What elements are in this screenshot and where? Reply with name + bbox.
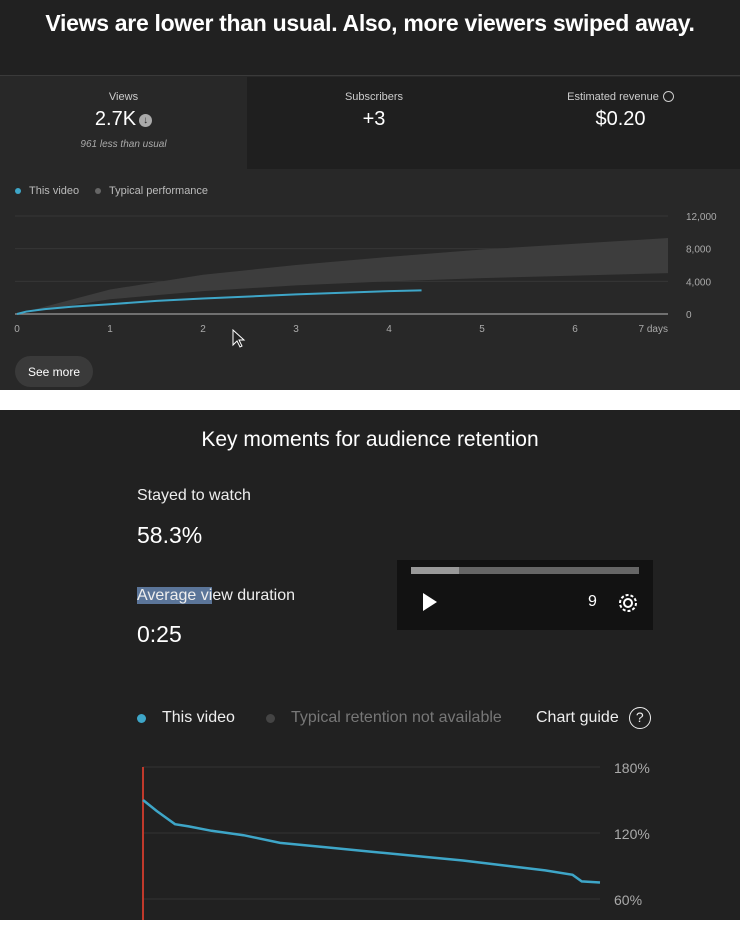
avd-value: 0:25 (137, 621, 182, 647)
y-tick-label: 12,000 (686, 212, 717, 223)
stayed-value: 58.3% (137, 522, 203, 548)
card-label: Views (108, 91, 139, 103)
views-chart: 0 4,000 8,000 12,000 0 1 2 3 4 5 6 7 days (14, 212, 717, 335)
section-title: Key moments for audience retention (201, 428, 539, 451)
typical-band (17, 238, 668, 314)
x-tick-label: 2 (200, 324, 206, 335)
subscribers-card[interactable]: Subscribers +3 (247, 77, 501, 169)
x-tick-label: 5 (479, 324, 485, 335)
stayed-label: Stayed to watch (137, 487, 251, 504)
legend-this-video: This video (137, 709, 235, 727)
card-label: Estimated revenue (567, 91, 659, 103)
this-video-line (16, 289, 422, 315)
cursor-icon (232, 329, 246, 348)
play-icon[interactable] (421, 592, 439, 612)
y-tick-label: 8,000 (686, 245, 711, 256)
x-tick-label: 3 (293, 324, 299, 335)
video-player[interactable]: 9 (397, 560, 653, 630)
card-label: Subscribers (344, 91, 404, 103)
y-tick-label: 180% (614, 760, 650, 776)
x-tick-label: 1 (107, 324, 113, 335)
retention-panel: Key moments for audience retention Staye… (0, 410, 740, 920)
retention-line (142, 799, 601, 884)
see-more-button[interactable]: See more (15, 356, 93, 387)
chart-guide-button[interactable]: Chart guide? (536, 707, 651, 729)
header: Views are lower than usual. Also, more v… (0, 0, 740, 76)
y-tick-label: 60% (614, 892, 642, 908)
progress-bar[interactable] (411, 567, 639, 574)
arrow-down-icon: ↓ (139, 114, 153, 127)
avd-label: Average view duration (137, 587, 296, 604)
views-card[interactable]: Views 2.7K ↓ 961 less than usual (0, 77, 247, 169)
y-tick-label: 0 (686, 310, 692, 321)
headline: Views are lower than usual. Also, more v… (45, 10, 695, 36)
gear-icon[interactable] (615, 590, 641, 616)
retention-chart: 60% 120% 180% (142, 760, 650, 920)
clock-icon (662, 91, 674, 102)
x-tick-label: 4 (386, 324, 392, 335)
help-icon: ? (628, 707, 651, 729)
card-value: 2.7K (94, 108, 137, 130)
x-tick-label: 6 (572, 324, 578, 335)
legend-typical: Typical retention not available (266, 709, 502, 727)
revenue-card[interactable]: Estimated revenue $0.20 (501, 77, 740, 169)
x-tick-label: 0 (14, 324, 20, 335)
x-tick-label: 7 days (639, 324, 668, 335)
card-sub: 961 less than usual (80, 139, 167, 150)
legend-typical: Typical performance (95, 185, 208, 197)
card-value: +3 (362, 108, 386, 130)
y-tick-label: 4,000 (686, 277, 711, 288)
legend-this-video: This video (15, 185, 79, 197)
count-text: 9 (588, 593, 597, 610)
y-tick-label: 120% (614, 826, 650, 842)
card-value: $0.20 (595, 108, 646, 130)
views-panel: Views are lower than usual. Also, more v… (0, 0, 740, 390)
